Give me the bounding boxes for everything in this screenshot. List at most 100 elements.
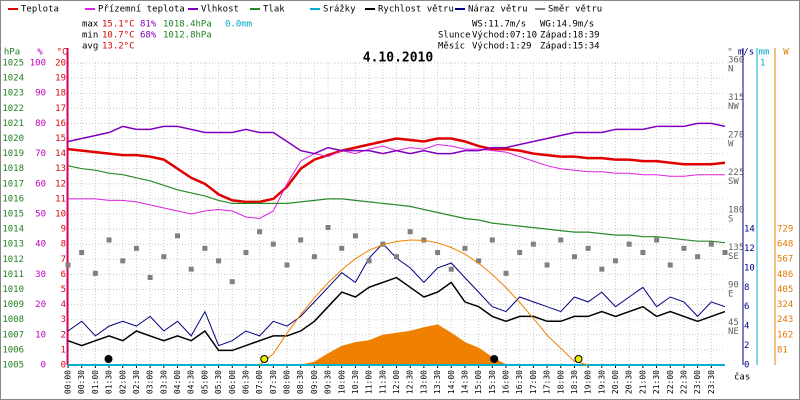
y-tick-label: 0	[41, 361, 46, 371]
x-tick-label: 17:30	[543, 370, 552, 394]
y-tick-label: 19	[55, 74, 66, 84]
direction-point	[407, 229, 413, 235]
direction-point	[681, 245, 687, 251]
axis-unit: °C	[57, 48, 68, 58]
info-text: WG:14.9m/s	[540, 20, 594, 30]
direction-point	[243, 250, 249, 255]
x-tick-label: 00:00	[64, 370, 73, 394]
direction-point	[65, 262, 71, 268]
axis-unit: mm	[759, 48, 770, 58]
info-text: Západ:18:39	[540, 31, 600, 41]
y-tick-label: 45	[728, 318, 739, 328]
y-tick-label: 1006	[2, 345, 24, 355]
x-tick-label: 01:30	[105, 370, 114, 394]
direction-point	[175, 233, 180, 239]
direction-point	[79, 250, 85, 255]
direction-point	[216, 258, 222, 264]
y-tick-label: 13	[55, 164, 66, 174]
y-tick-label: 1016	[2, 194, 24, 204]
x-tick-label: 11:00	[365, 370, 374, 394]
direction-point	[613, 258, 618, 264]
x-tick-label: 08:30	[296, 370, 305, 394]
x-tick-label: 21:00	[638, 370, 647, 394]
x-tick-label: 07:00	[255, 370, 264, 394]
y-tick-label: 1007	[2, 330, 24, 340]
y-tick-label: 729	[777, 225, 793, 235]
x-tick-label: 10:00	[337, 370, 346, 394]
y-tick-label: 12	[55, 179, 66, 189]
y-tick-label: 1019	[2, 149, 24, 159]
y-tick-label: 567	[777, 255, 793, 265]
y-tick-label: NE	[728, 327, 739, 337]
y-tick-label: 1017	[2, 179, 24, 189]
x-tick-label: 18:00	[556, 370, 565, 394]
y-tick-label: 1009	[2, 300, 24, 310]
y-tick-label: 1021	[2, 119, 24, 129]
direction-point	[188, 266, 194, 272]
x-tick-label: 14:00	[447, 370, 456, 394]
y-tick-label: 315	[728, 93, 744, 103]
line	[67, 122, 726, 155]
y-tick-label: 4	[744, 322, 749, 332]
y-tick-label: 324	[777, 300, 793, 310]
y-tick-label: 6	[61, 270, 66, 280]
y-tick-label: 1014	[2, 225, 24, 235]
y-tick-label: 405	[777, 285, 793, 295]
y-tick-label: 40	[35, 240, 46, 250]
x-tick-label: 16:00	[502, 370, 511, 394]
y-tick-label: 162	[777, 330, 793, 340]
y-tick-label: 1025	[2, 59, 24, 69]
y-tick-label: 6	[744, 302, 749, 312]
direction-point	[626, 241, 632, 247]
x-tick-label: 22:30	[679, 370, 688, 394]
y-tick-label: 4	[61, 300, 66, 310]
stat-text: 68%	[140, 31, 157, 41]
direction-point	[92, 270, 98, 276]
x-tick-label: 15:30	[488, 370, 497, 394]
direction-point	[311, 254, 317, 260]
y-tick-label: E	[728, 290, 733, 300]
x-tick-label: 18:30	[570, 370, 579, 394]
y-tick-label: 12	[744, 244, 755, 254]
y-tick-label: 5	[61, 285, 66, 295]
y-tick-label: 360	[728, 56, 744, 66]
y-tick-label: 90	[728, 281, 739, 291]
x-tick-label: 01:00	[91, 370, 100, 394]
x-tick-label: 20:00	[611, 370, 620, 394]
info-text: Východ:07:10	[472, 31, 537, 41]
y-tick-label: N	[728, 65, 733, 75]
y-tick-label: 180	[728, 206, 744, 216]
stat-text: 1018.4hPa	[163, 20, 212, 30]
y-tick-label: 17	[55, 104, 66, 114]
y-tick-label: 18	[55, 89, 66, 99]
x-tick-label: 10:30	[351, 370, 360, 394]
y-tick-label: 1010	[2, 285, 24, 295]
x-tick-label: 09:30	[324, 370, 333, 394]
direction-point	[257, 229, 263, 235]
chart-title: 4.10.2010	[363, 51, 434, 66]
y-tick-label: 0	[61, 361, 66, 371]
x-tick-label: 22:00	[666, 370, 675, 394]
direction-point	[202, 245, 208, 251]
x-tick-label: 06:00	[228, 370, 237, 394]
x-tick-label: 23:00	[693, 370, 702, 394]
direction-point	[708, 241, 714, 247]
event-marker	[104, 355, 113, 363]
line	[67, 276, 726, 352]
x-tick-label: 23:30	[707, 370, 716, 394]
x-tick-label: 05:00	[200, 370, 209, 394]
y-tick-label: 60	[35, 179, 46, 189]
y-tick-label: 9	[61, 225, 66, 235]
y-tick-label: 1011	[2, 270, 24, 280]
stat-text: 1012.8hPa	[163, 31, 212, 41]
stat-text: min	[82, 31, 98, 41]
y-tick-label: 270	[728, 131, 744, 141]
legend-label: Teplota	[21, 5, 59, 15]
event-marker	[260, 355, 269, 363]
x-tick-label: 00:30	[77, 370, 86, 394]
stat-text: 15.1°C	[102, 20, 135, 30]
y-tick-label: 1018	[2, 164, 24, 174]
y-tick-label: 486	[777, 270, 793, 280]
x-tick-label: 21:30	[652, 370, 661, 394]
y-tick-label: SE	[728, 252, 739, 262]
